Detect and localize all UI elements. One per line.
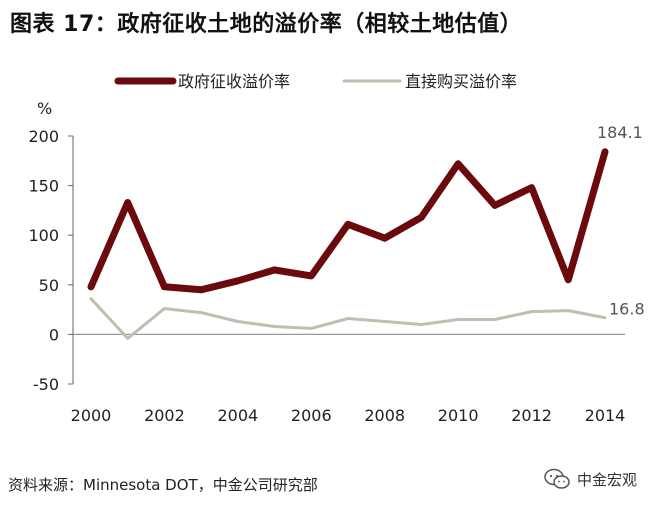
y-tick-label: 200: [28, 127, 59, 146]
y-tick-label: 150: [28, 177, 59, 196]
x-tick-label: 2008: [364, 406, 405, 425]
y-tick-label: 0: [49, 325, 59, 344]
wechat-icon: [544, 468, 570, 489]
series-line-government-acquisition: [87, 148, 609, 294]
chart-title: 图表 17：政府征收土地的溢价率（相较土地估值）: [10, 12, 523, 37]
x-tick-label: 2012: [511, 406, 552, 425]
x-tick-label: 2006: [291, 406, 332, 425]
x-tick-label: 2000: [71, 406, 112, 425]
y-axis-unit-label: %: [37, 99, 52, 118]
x-tick-label: 2002: [144, 406, 185, 425]
watermark: 中金宏观: [543, 468, 637, 490]
legend-label-government-acquisition: 政府征收溢价率: [178, 72, 290, 91]
series-line-direct-purchase: [89, 297, 607, 340]
watermark-text: 中金宏观: [577, 470, 638, 489]
legend-label-direct-purchase: 直接购买溢价率: [405, 72, 517, 91]
source-note: 资料来源：Minnesota DOT，中金公司研究部: [8, 476, 318, 494]
series-lines: 16.8 184.1: [87, 123, 645, 340]
x-tick-label: 2004: [217, 406, 258, 425]
x-tick-label: 2010: [438, 406, 479, 425]
x-tick-label: 2014: [585, 406, 626, 425]
series-end-label: 184.1: [597, 123, 643, 142]
y-tick-label: 100: [28, 226, 59, 245]
series-end-label: 16.8: [609, 300, 645, 319]
axes: % -50 0 50 100 150 200 2000 2002 2004 2006 2008 2010…: [28, 99, 625, 425]
y-tick-label: 50: [39, 276, 59, 295]
y-tick-label: -50: [33, 375, 59, 394]
legend: 政府征收溢价率 直接购买溢价率: [114, 72, 517, 91]
